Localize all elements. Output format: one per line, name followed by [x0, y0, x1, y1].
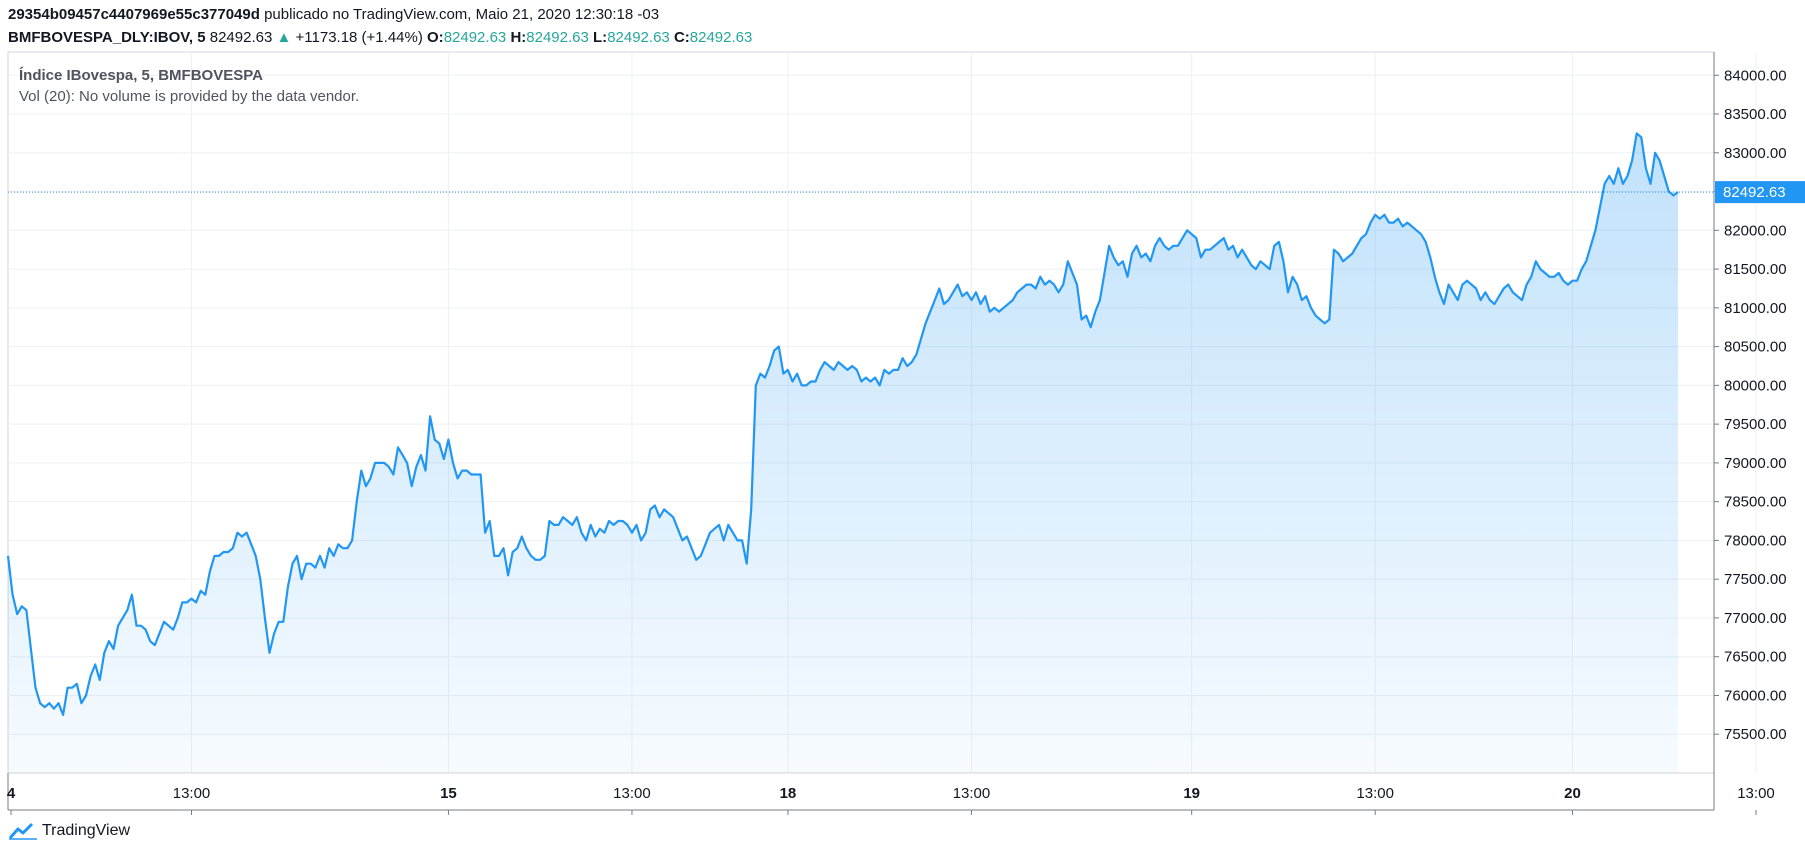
y-tick-label: 77500.00: [1724, 571, 1787, 588]
y-tick-label: 80000.00: [1724, 377, 1787, 394]
y-tick-label: 83000.00: [1724, 145, 1787, 162]
x-tick-label: 13:00: [1356, 785, 1394, 802]
y-tick-label: 83500.00: [1724, 106, 1787, 123]
y-tick-label: 76500.00: [1724, 649, 1787, 666]
ohlc-header: BMFBOVESPA_DLY:IBOV, 5 82492.63 ▲ +1173.…: [8, 29, 752, 46]
open-label: O:: [427, 29, 444, 46]
y-tick-label: 75500.00: [1724, 726, 1787, 743]
low-label: L:: [593, 29, 608, 46]
last-price-tag-label: 82492.63: [1723, 184, 1786, 201]
high-value: 82492.63: [526, 29, 589, 46]
x-tick-label: 15: [440, 785, 457, 802]
tradingview-brand-label: TradingView: [42, 822, 131, 839]
high-label: H:: [510, 29, 527, 46]
x-tick-label: 13:00: [953, 785, 991, 802]
y-tick-label: 78000.00: [1724, 532, 1787, 549]
tradingview-logo-icon: [8, 822, 37, 840]
y-tick-label: 79000.00: [1724, 455, 1787, 472]
series-legend-title: Índice IBovespa, 5, BMFBOVESPA: [19, 67, 263, 84]
close-value: 82492.63: [689, 29, 753, 46]
x-tick-label: 19: [1183, 785, 1200, 802]
y-tick-label: 76000.00: [1724, 687, 1787, 704]
price-series: [6, 132, 1714, 773]
tradingview-brand[interactable]: TradingView: [8, 822, 130, 840]
y-tick-label: 81000.00: [1724, 300, 1787, 317]
up-arrow-icon: ▲: [276, 29, 292, 46]
symbol-label: BMFBOVESPA_DLY:IBOV, 5: [8, 29, 206, 46]
y-tick-label: 82000.00: [1724, 222, 1787, 239]
price-line: [6, 132, 1679, 716]
last-price: 82492.63: [209, 29, 273, 46]
volume-legend: Vol (20): No volume is provided by the d…: [19, 88, 360, 105]
publish-header: 29354b09457c4407969e55c377049d publicado…: [8, 6, 659, 23]
open-value: 82492.63: [443, 29, 507, 46]
close-label: C:: [673, 29, 690, 46]
x-tick-label: 13:00: [1737, 785, 1775, 802]
chart-axes: 84000.0083500.0083000.0082500.0082000.00…: [7, 52, 1805, 815]
y-tick-label: 80500.00: [1724, 339, 1787, 356]
low-value: 82492.63: [607, 29, 670, 46]
publish-info: publicado no TradingView.com, Maio 21, 2…: [264, 6, 660, 23]
x-tick-label: 20: [1564, 785, 1581, 802]
x-tick-label: 4: [7, 785, 16, 802]
y-tick-label: 79500.00: [1724, 416, 1787, 433]
y-tick-label: 77000.00: [1724, 610, 1787, 627]
y-tick-label: 84000.00: [1724, 67, 1787, 84]
x-tick-label: 13:00: [613, 785, 651, 802]
y-tick-label: 78500.00: [1724, 494, 1787, 511]
last-price-tag: [1715, 181, 1805, 204]
chart-id: 29354b09457c4407969e55c377049d: [8, 6, 260, 23]
y-tick-label: 81500.00: [1724, 261, 1787, 278]
x-tick-label: 18: [780, 785, 797, 802]
x-tick-label: 13:00: [173, 785, 211, 802]
price-area-fill: [8, 133, 1678, 773]
price-change: +1173.18 (+1.44%): [295, 29, 423, 46]
